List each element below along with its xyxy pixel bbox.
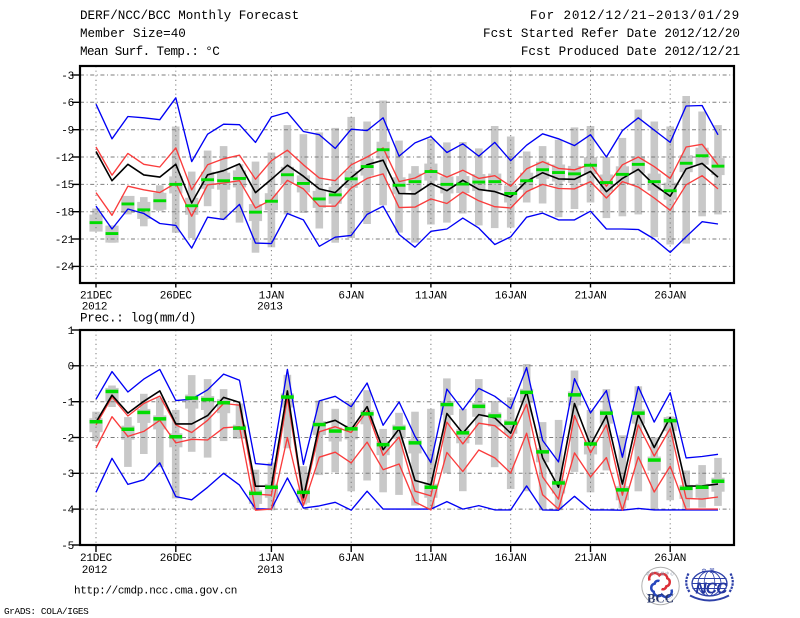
svg-text:1JAN: 1JAN bbox=[259, 553, 285, 565]
svg-text:26DEC: 26DEC bbox=[160, 291, 193, 303]
svg-text:26DEC: 26DEC bbox=[160, 553, 193, 565]
svg-text:-2: -2 bbox=[61, 433, 74, 445]
svg-text:-18: -18 bbox=[55, 208, 74, 220]
svg-text:21JAN: 21JAN bbox=[574, 291, 606, 303]
svg-text:For 2012/12/21–2013/01/29: For 2012/12/21–2013/01/29 bbox=[530, 9, 740, 23]
svg-text:26JAN: 26JAN bbox=[654, 291, 686, 303]
svg-text:北京气候中心: 北京气候中心 bbox=[646, 571, 675, 577]
svg-text:16JAN: 16JAN bbox=[495, 553, 527, 565]
svg-text:2012: 2012 bbox=[82, 302, 108, 314]
svg-text:1: 1 bbox=[68, 326, 75, 338]
svg-text:中国: 中国 bbox=[701, 568, 717, 575]
svg-text:-24: -24 bbox=[55, 262, 75, 274]
svg-text:2013: 2013 bbox=[257, 302, 283, 314]
svg-text:21JAN: 21JAN bbox=[574, 553, 606, 565]
svg-text:6JAN: 6JAN bbox=[338, 291, 364, 303]
svg-text:GrADS: COLA/IGES: GrADS: COLA/IGES bbox=[4, 606, 89, 617]
svg-text:1JAN: 1JAN bbox=[259, 291, 285, 303]
svg-text:26JAN: 26JAN bbox=[654, 553, 686, 565]
svg-text:21DEC: 21DEC bbox=[80, 553, 113, 565]
svg-text:6JAN: 6JAN bbox=[338, 553, 364, 565]
svg-text:-21: -21 bbox=[55, 235, 75, 247]
svg-text:-15: -15 bbox=[55, 180, 74, 192]
svg-text:2013: 2013 bbox=[257, 565, 283, 577]
svg-text:Member Size=40: Member Size=40 bbox=[80, 27, 186, 41]
svg-text:-3: -3 bbox=[61, 71, 74, 83]
svg-text:Prec.: log(mm/d): Prec.: log(mm/d) bbox=[80, 312, 196, 326]
svg-text:http://cmdp.ncc.cma.gov.cn: http://cmdp.ncc.cma.gov.cn bbox=[74, 586, 237, 598]
svg-text:-3: -3 bbox=[61, 469, 74, 481]
svg-text:-12: -12 bbox=[55, 153, 74, 165]
svg-text:DERF/NCC/BCC Monthly Forecast: DERF/NCC/BCC Monthly Forecast bbox=[80, 9, 299, 23]
svg-text:0: 0 bbox=[68, 362, 74, 374]
svg-text:-5: -5 bbox=[61, 541, 74, 553]
svg-text:-9: -9 bbox=[61, 126, 74, 138]
svg-text:2012: 2012 bbox=[82, 565, 108, 577]
svg-text:NCC: NCC bbox=[695, 581, 728, 598]
svg-text:-6: -6 bbox=[61, 98, 74, 110]
svg-text:11JAN: 11JAN bbox=[415, 553, 447, 565]
svg-text:11JAN: 11JAN bbox=[415, 291, 447, 303]
svg-text:Fcst Produced Date 2012/12/21: Fcst Produced Date 2012/12/21 bbox=[521, 45, 740, 59]
svg-text:Fcst Started Refer Date 2012/1: Fcst Started Refer Date 2012/12/20 bbox=[483, 27, 740, 41]
svg-text:16JAN: 16JAN bbox=[495, 291, 527, 303]
svg-text:21DEC: 21DEC bbox=[80, 291, 113, 303]
svg-text:BCC: BCC bbox=[647, 592, 674, 606]
svg-text:-1: -1 bbox=[61, 398, 74, 410]
svg-text:-4: -4 bbox=[61, 505, 74, 517]
svg-text:Mean Surf. Temp.: °C: Mean Surf. Temp.: °C bbox=[80, 45, 220, 59]
